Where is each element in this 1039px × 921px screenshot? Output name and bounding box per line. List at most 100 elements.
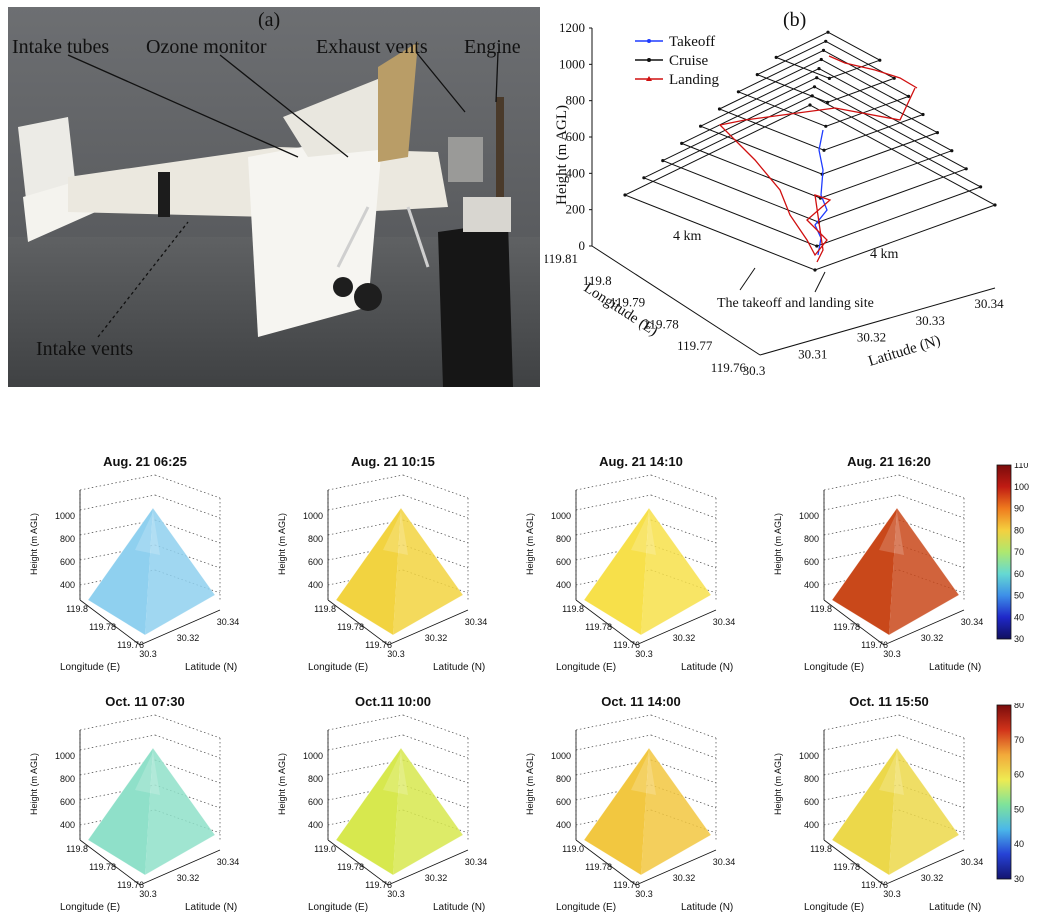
- cruise-point: [826, 100, 830, 104]
- cruise-point: [819, 57, 823, 62]
- lattick-label: 30.32: [425, 633, 448, 643]
- panel-zlabel: Latitude (N): [681, 902, 733, 913]
- panel-zlabel: Latitude (N): [185, 902, 237, 913]
- colorbar-tick-label: 60: [1014, 770, 1024, 780]
- colorbar-tick-label: 70: [1014, 547, 1024, 557]
- pyramid-face-left: [88, 748, 153, 875]
- lontick-label: 119.78: [89, 622, 116, 632]
- panel-b-xlabel: Longitude (E): [581, 280, 661, 339]
- panel-xlabel: Longitude (E): [60, 902, 120, 913]
- legend-landing: Landing: [669, 72, 719, 88]
- ytick-label: 600: [60, 557, 75, 567]
- lontick-label: 119.8: [810, 604, 832, 614]
- cruise-point: [993, 203, 997, 207]
- ytick-label: 800: [60, 534, 75, 544]
- lontick-label: 119.78: [89, 862, 116, 872]
- cruise-point: [808, 103, 812, 107]
- lattick-label: 30.3: [139, 889, 157, 899]
- lattick-label: 30.34: [217, 617, 240, 627]
- lattick-label: 30.3: [139, 649, 157, 659]
- landing-path: [718, 87, 916, 263]
- b-lattick-label: 30.31: [798, 346, 827, 361]
- panel-xlabel: Longitude (E): [556, 902, 616, 913]
- pyramid-panel: Oct. 11 07:30 400 600 800 1000 Height (m AGL)…: [29, 694, 240, 913]
- cruise-point: [817, 67, 821, 71]
- cruise-point: [821, 48, 826, 53]
- b-ytick-label: 400: [566, 165, 586, 180]
- ytick-label: 400: [804, 580, 819, 590]
- lontick-label: 119.0: [562, 844, 584, 854]
- panel-ylabel: Height (m AGL): [29, 513, 39, 575]
- panel-title: Oct. 11 15:50: [849, 694, 929, 709]
- lattick-label: 30.3: [883, 649, 901, 659]
- ytick-label: 400: [60, 820, 75, 830]
- panel-b-ylabel: Height (m AGL): [554, 105, 570, 205]
- panel-xlabel: Longitude (E): [556, 662, 616, 673]
- ytick-label: 1000: [551, 511, 571, 521]
- cruise-point: [824, 39, 828, 43]
- lattick-label: 30.34: [217, 857, 240, 867]
- pyramid-panel: Aug. 21 06:25 400 600 800 1000 Height (m AGL)…: [29, 454, 240, 673]
- lontick-label: 119.8: [314, 604, 336, 614]
- ytick-label: 400: [308, 580, 323, 590]
- colorbar-tick-label: 100: [1014, 482, 1029, 492]
- panel-zlabel: Latitude (N): [433, 902, 485, 913]
- takeoff-path: [814, 129, 828, 256]
- pyramid-face-right: [889, 508, 959, 635]
- pyramid-face-right: [641, 748, 711, 875]
- b-lontick-label: 119.76: [711, 360, 747, 375]
- ytick-label: 1000: [551, 751, 571, 761]
- b-ytick-label: 1200: [559, 20, 585, 35]
- ytick-label: 800: [60, 774, 75, 784]
- ytick-label: 600: [556, 797, 571, 807]
- cruise-point: [950, 149, 954, 153]
- lontick-label: 119.78: [337, 862, 364, 872]
- lattick-label: 30.34: [465, 857, 488, 867]
- cruise-ring: [737, 49, 910, 127]
- lattick-label: 30.32: [673, 873, 696, 883]
- pyramid-face-left: [88, 508, 153, 635]
- panel-title: Aug. 21 06:25: [103, 454, 187, 469]
- b-ytick-label: 1000: [559, 56, 585, 71]
- cruise-point: [717, 107, 722, 111]
- annotation-site: The takeoff and landing site: [717, 296, 874, 311]
- ytick-label: 800: [804, 534, 819, 544]
- lontick-label: 119.78: [833, 862, 860, 872]
- lattick-label: 30.34: [713, 857, 736, 867]
- cruise-point: [827, 76, 831, 80]
- lontick-label: 119.78: [337, 622, 364, 632]
- pyramid-face-left: [584, 748, 649, 875]
- ytick-label: 600: [804, 797, 819, 807]
- ytick-label: 800: [308, 774, 323, 784]
- lontick-label: 119.76: [861, 880, 888, 890]
- cruise-point: [812, 85, 817, 89]
- cruise-point: [921, 112, 925, 117]
- panel-a-tag: (a): [258, 9, 280, 31]
- ytick-label: 400: [556, 820, 571, 830]
- ytick-label: 600: [804, 557, 819, 567]
- lontick-label: 119.76: [613, 880, 640, 890]
- panel-ylabel: Height (m AGL): [525, 513, 535, 575]
- panel-ylabel: Height (m AGL): [773, 513, 783, 575]
- cruise-point: [642, 176, 646, 180]
- lontick-label: 119.78: [585, 862, 612, 872]
- lontick-label: 119.0: [314, 844, 336, 854]
- panel-ylabel: Height (m AGL): [277, 513, 287, 575]
- lattick-label: 30.34: [961, 617, 984, 627]
- panel-ylabel: Height (m AGL): [277, 753, 287, 815]
- ytick-label: 800: [556, 774, 571, 784]
- lontick-label: 119.76: [613, 640, 640, 650]
- panel-xlabel: Longitude (E): [308, 662, 368, 673]
- colorbar: 110 100 90 80 70 60 50 40 30: [996, 463, 1029, 644]
- b-lontick-label: 119.81: [545, 251, 578, 266]
- panel-xlabel: Longitude (E): [308, 902, 368, 913]
- panel-title: Aug. 21 16:20: [847, 454, 931, 469]
- b-lattick-label: 30.32: [857, 330, 886, 345]
- ytick-label: 400: [556, 580, 571, 590]
- ytick-label: 600: [308, 557, 323, 567]
- label-engine: Engine: [464, 36, 521, 58]
- colorbar-tick-label: 30: [1014, 634, 1024, 644]
- lattick-label: 30.3: [635, 649, 653, 659]
- lontick-label: 119.76: [365, 640, 392, 650]
- panel-zlabel: Latitude (N): [929, 902, 981, 913]
